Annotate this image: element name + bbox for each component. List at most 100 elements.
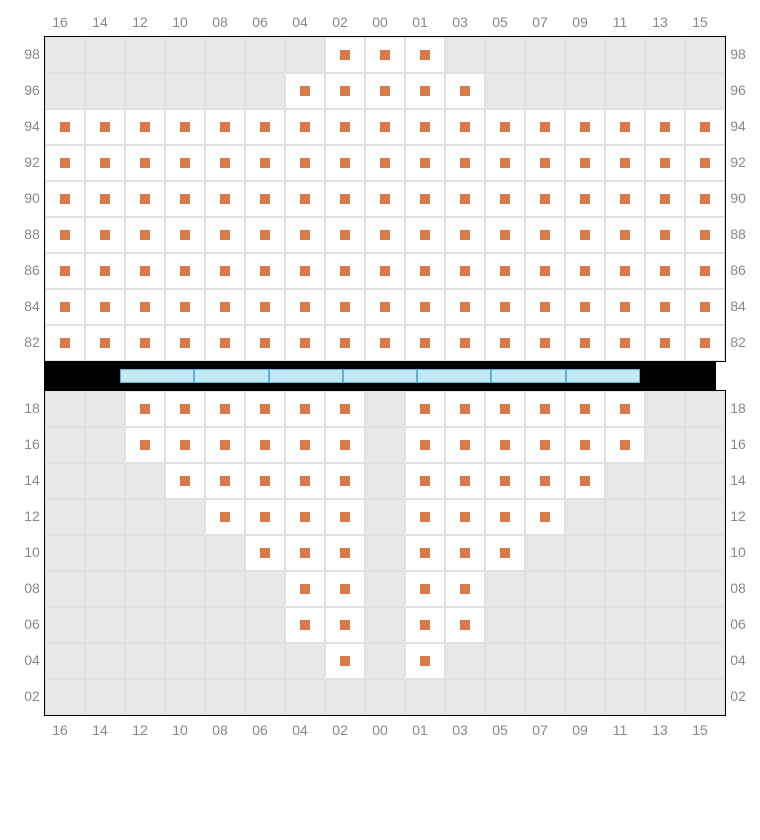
seat-available[interactable] [685, 109, 725, 145]
seat-available[interactable] [165, 391, 205, 427]
seat-available[interactable] [125, 253, 165, 289]
seat-available[interactable] [205, 499, 245, 535]
seat-available[interactable] [365, 181, 405, 217]
seat-available[interactable] [645, 109, 685, 145]
seat-available[interactable] [485, 217, 525, 253]
seat-available[interactable] [325, 217, 365, 253]
seat-available[interactable] [445, 145, 485, 181]
seat-available[interactable] [325, 253, 365, 289]
seat-available[interactable] [325, 37, 365, 73]
seat-available[interactable] [405, 391, 445, 427]
seat-available[interactable] [285, 325, 325, 361]
seat-available[interactable] [125, 427, 165, 463]
seat-available[interactable] [205, 253, 245, 289]
seat-available[interactable] [485, 391, 525, 427]
seat-available[interactable] [685, 253, 725, 289]
seat-available[interactable] [405, 253, 445, 289]
seat-available[interactable] [325, 643, 365, 679]
seat-available[interactable] [285, 607, 325, 643]
seat-available[interactable] [245, 391, 285, 427]
seat-available[interactable] [365, 289, 405, 325]
seat-available[interactable] [645, 145, 685, 181]
seat-available[interactable] [285, 427, 325, 463]
seat-available[interactable] [165, 181, 205, 217]
seat-available[interactable] [245, 253, 285, 289]
seat-available[interactable] [445, 253, 485, 289]
seat-available[interactable] [525, 109, 565, 145]
seat-available[interactable] [405, 37, 445, 73]
seat-available[interactable] [565, 253, 605, 289]
seat-available[interactable] [205, 289, 245, 325]
seat-available[interactable] [405, 607, 445, 643]
seat-available[interactable] [685, 325, 725, 361]
seat-available[interactable] [485, 325, 525, 361]
seat-available[interactable] [125, 109, 165, 145]
seat-available[interactable] [165, 325, 205, 361]
seat-available[interactable] [525, 289, 565, 325]
seat-available[interactable] [565, 427, 605, 463]
seat-available[interactable] [525, 391, 565, 427]
seat-available[interactable] [445, 325, 485, 361]
seat-available[interactable] [405, 571, 445, 607]
seat-available[interactable] [245, 109, 285, 145]
seat-available[interactable] [445, 607, 485, 643]
seat-available[interactable] [165, 109, 205, 145]
seat-available[interactable] [125, 181, 165, 217]
seat-available[interactable] [165, 427, 205, 463]
seat-available[interactable] [285, 217, 325, 253]
seat-available[interactable] [85, 145, 125, 181]
seat-available[interactable] [325, 535, 365, 571]
seat-available[interactable] [45, 109, 85, 145]
seat-available[interactable] [205, 427, 245, 463]
seat-available[interactable] [405, 73, 445, 109]
seat-available[interactable] [285, 253, 325, 289]
seat-available[interactable] [605, 217, 645, 253]
seat-available[interactable] [565, 391, 605, 427]
seat-available[interactable] [445, 391, 485, 427]
seat-available[interactable] [325, 391, 365, 427]
seat-available[interactable] [125, 217, 165, 253]
seat-available[interactable] [605, 289, 645, 325]
seat-available[interactable] [285, 73, 325, 109]
seat-available[interactable] [245, 145, 285, 181]
seat-available[interactable] [125, 325, 165, 361]
seat-available[interactable] [485, 109, 525, 145]
seat-available[interactable] [165, 253, 205, 289]
seat-available[interactable] [605, 145, 645, 181]
seat-available[interactable] [245, 289, 285, 325]
seat-available[interactable] [525, 499, 565, 535]
seat-available[interactable] [565, 463, 605, 499]
seat-available[interactable] [525, 427, 565, 463]
seat-available[interactable] [645, 325, 685, 361]
seat-available[interactable] [365, 109, 405, 145]
seat-available[interactable] [85, 253, 125, 289]
seat-available[interactable] [405, 325, 445, 361]
seat-available[interactable] [325, 571, 365, 607]
seat-available[interactable] [45, 181, 85, 217]
seat-available[interactable] [445, 427, 485, 463]
seat-available[interactable] [445, 73, 485, 109]
seat-available[interactable] [45, 289, 85, 325]
seat-available[interactable] [365, 325, 405, 361]
seat-available[interactable] [205, 217, 245, 253]
seat-available[interactable] [365, 73, 405, 109]
seat-available[interactable] [605, 253, 645, 289]
seat-available[interactable] [485, 463, 525, 499]
seat-available[interactable] [285, 145, 325, 181]
seat-available[interactable] [165, 289, 205, 325]
seat-available[interactable] [45, 217, 85, 253]
seat-available[interactable] [165, 145, 205, 181]
seat-available[interactable] [285, 181, 325, 217]
seat-available[interactable] [365, 145, 405, 181]
seat-available[interactable] [485, 499, 525, 535]
seat-available[interactable] [205, 145, 245, 181]
seat-available[interactable] [565, 217, 605, 253]
seat-available[interactable] [45, 325, 85, 361]
seat-available[interactable] [565, 145, 605, 181]
seat-available[interactable] [405, 181, 445, 217]
seat-available[interactable] [165, 217, 205, 253]
seat-available[interactable] [525, 325, 565, 361]
seat-available[interactable] [685, 181, 725, 217]
seat-available[interactable] [325, 607, 365, 643]
seat-available[interactable] [125, 145, 165, 181]
